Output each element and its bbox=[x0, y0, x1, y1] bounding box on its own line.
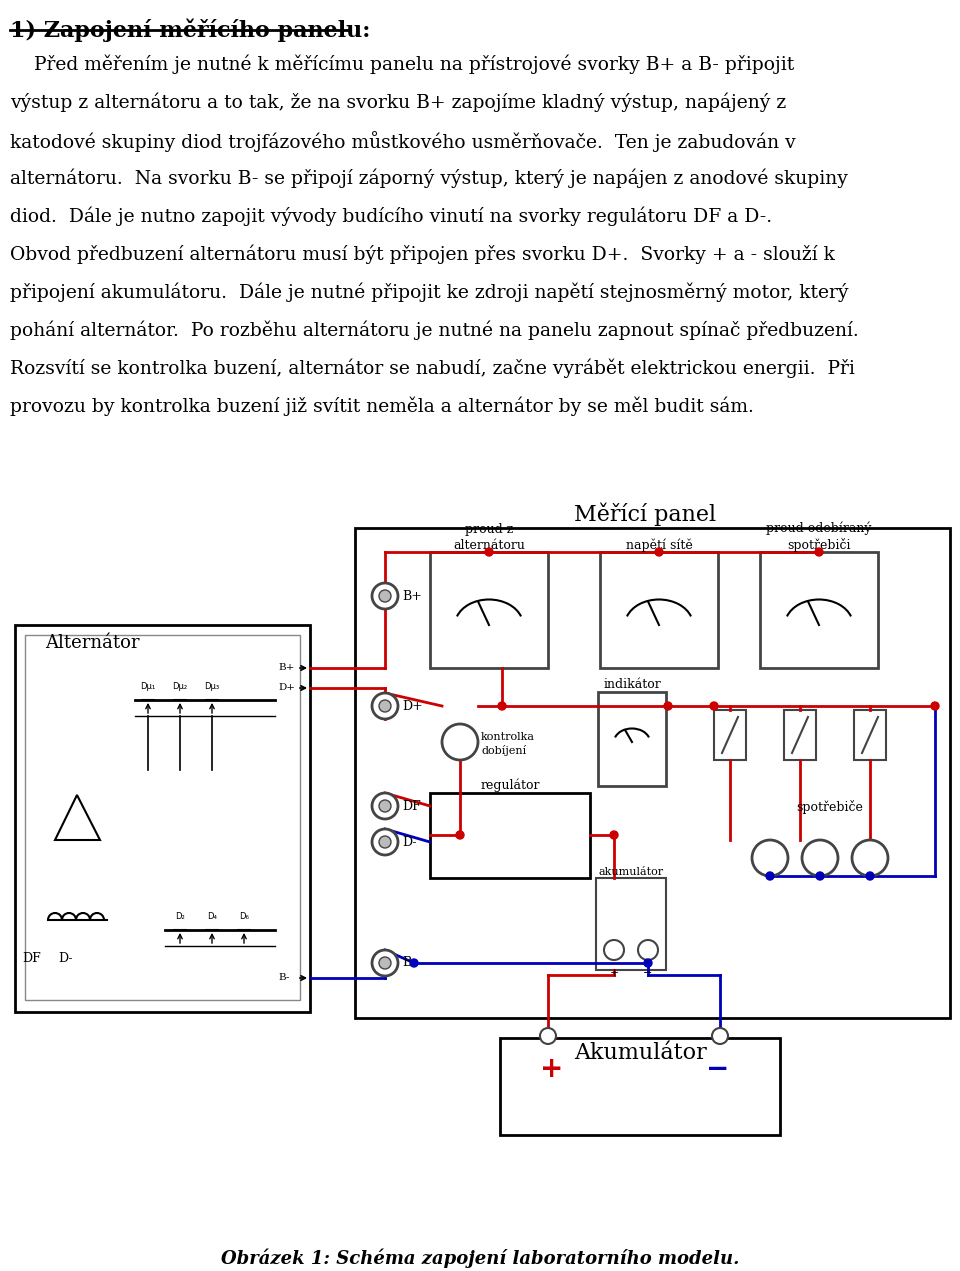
Circle shape bbox=[379, 799, 391, 812]
Circle shape bbox=[712, 1028, 728, 1043]
Text: D₆: D₆ bbox=[239, 913, 249, 921]
Bar bbox=[598, 691, 666, 785]
Text: napětí sítě: napětí sítě bbox=[626, 539, 692, 552]
Text: Rozsvítí se kontrolka buzení, alternátor se nabudí, začne vyrábět elektrickou en: Rozsvítí se kontrolka buzení, alternátor… bbox=[10, 358, 854, 379]
Text: spotřebiče: spotřebiče bbox=[797, 799, 863, 813]
Circle shape bbox=[456, 831, 464, 839]
Text: alternátoru.  Na svorku B- se připojí záporný výstup, který je napájen z anodové: alternátoru. Na svorku B- se připojí záp… bbox=[10, 169, 848, 188]
Circle shape bbox=[816, 872, 824, 880]
Text: 1) Zapojení měřícího panelu:: 1) Zapojení měřícího panelu: bbox=[10, 18, 371, 42]
Text: −: − bbox=[707, 1055, 730, 1083]
Circle shape bbox=[644, 960, 652, 967]
Circle shape bbox=[664, 702, 672, 710]
Text: připojení akumulátoru.  Dále je nutné připojit ke zdroji napětí stejnosměrný mot: připojení akumulátoru. Dále je nutné při… bbox=[10, 283, 849, 302]
Circle shape bbox=[372, 949, 398, 976]
Circle shape bbox=[379, 590, 391, 602]
Text: DF: DF bbox=[22, 952, 40, 965]
Circle shape bbox=[752, 840, 788, 876]
Text: D₄: D₄ bbox=[207, 913, 217, 921]
Bar bbox=[854, 710, 886, 760]
Circle shape bbox=[710, 702, 718, 710]
Text: DF: DF bbox=[402, 799, 420, 812]
Circle shape bbox=[638, 941, 658, 960]
Text: provozu by kontrolka buzení již svítit neměla a alternátor by se měl budit sám.: provozu by kontrolka buzení již svítit n… bbox=[10, 397, 754, 417]
Text: +: + bbox=[540, 1055, 564, 1083]
Circle shape bbox=[372, 583, 398, 609]
Text: −: − bbox=[643, 969, 653, 977]
Circle shape bbox=[802, 840, 838, 876]
Text: pohání alternátor.  Po rozběhu alternátoru je nutné na panelu zapnout spínač pře: pohání alternátor. Po rozběhu alternátor… bbox=[10, 322, 859, 341]
Text: kontrolka
dobíjení: kontrolka dobíjení bbox=[481, 732, 535, 756]
Circle shape bbox=[931, 702, 939, 710]
Text: Alternátor: Alternátor bbox=[45, 634, 139, 652]
Bar bbox=[15, 625, 310, 1012]
Circle shape bbox=[372, 793, 398, 819]
Text: Obvod předbuzení alternátoru musí být připojen přes svorku D+.  Svorky + a - slo: Obvod předbuzení alternátoru musí být př… bbox=[10, 245, 835, 264]
Bar bbox=[500, 1038, 780, 1135]
Text: D+: D+ bbox=[278, 684, 295, 693]
Text: indikátor: indikátor bbox=[603, 677, 660, 691]
Text: Akumulátor: Akumulátor bbox=[574, 1042, 707, 1064]
Text: B+: B+ bbox=[402, 590, 421, 602]
Bar bbox=[430, 793, 590, 878]
Bar bbox=[430, 552, 548, 669]
Text: Měřící panel: Měřící panel bbox=[574, 503, 716, 526]
Text: regulátor: regulátor bbox=[480, 779, 540, 792]
Circle shape bbox=[852, 840, 888, 876]
Circle shape bbox=[485, 548, 493, 555]
Text: D+: D+ bbox=[402, 699, 422, 713]
Bar bbox=[600, 552, 718, 669]
Circle shape bbox=[766, 872, 774, 880]
Text: D₂: D₂ bbox=[175, 913, 185, 921]
Circle shape bbox=[372, 693, 398, 719]
Bar bbox=[596, 878, 666, 970]
Circle shape bbox=[610, 831, 618, 839]
Bar bbox=[714, 710, 746, 760]
Text: akumulátor: akumulátor bbox=[598, 867, 663, 877]
Circle shape bbox=[379, 957, 391, 969]
Bar bbox=[355, 527, 950, 1018]
Circle shape bbox=[604, 941, 624, 960]
Circle shape bbox=[866, 872, 874, 880]
Text: B+: B+ bbox=[278, 663, 295, 672]
Text: Před měřením je nutné k měřícímu panelu na přístrojové svorky B+ a B- připojit: Před měřením je nutné k měřícímu panelu … bbox=[10, 55, 794, 75]
Text: +: + bbox=[610, 969, 618, 977]
Text: katodové skupiny diod trojfázového můstkového usměrňovače.  Ten je zabudován v: katodové skupiny diod trojfázového můstk… bbox=[10, 131, 796, 153]
Circle shape bbox=[379, 700, 391, 712]
Bar bbox=[25, 636, 300, 1000]
Text: Obrázek 1: Schéma zapojení laboratorního modelu.: Obrázek 1: Schéma zapojení laboratorního… bbox=[221, 1248, 739, 1267]
Text: D-: D- bbox=[58, 952, 73, 965]
Circle shape bbox=[372, 829, 398, 855]
Text: D-: D- bbox=[402, 835, 417, 849]
Text: Dμ₁: Dμ₁ bbox=[140, 683, 156, 691]
Circle shape bbox=[815, 548, 823, 555]
Circle shape bbox=[442, 724, 478, 760]
Text: diod.  Dále je nutno zapojit vývody budícího vinutí na svorky regulátoru DF a D-: diod. Dále je nutno zapojit vývody budíc… bbox=[10, 207, 772, 226]
Text: proud z
alternátoru: proud z alternátoru bbox=[453, 522, 525, 552]
Text: B-: B- bbox=[278, 974, 289, 982]
Circle shape bbox=[379, 836, 391, 848]
Bar bbox=[760, 552, 878, 669]
Circle shape bbox=[410, 960, 418, 967]
Text: B-: B- bbox=[402, 957, 416, 970]
Text: Dμ₃: Dμ₃ bbox=[204, 683, 220, 691]
Circle shape bbox=[498, 702, 506, 710]
Text: Dμ₂: Dμ₂ bbox=[173, 683, 187, 691]
Text: proud odebíraný
spotřebiči: proud odebíraný spotřebiči bbox=[766, 521, 872, 552]
Circle shape bbox=[540, 1028, 556, 1043]
Circle shape bbox=[655, 548, 663, 555]
Text: výstup z alternátoru a to tak, že na svorku B+ zapojíme kladný výstup, napájený : výstup z alternátoru a to tak, že na svo… bbox=[10, 93, 786, 113]
Bar bbox=[784, 710, 816, 760]
